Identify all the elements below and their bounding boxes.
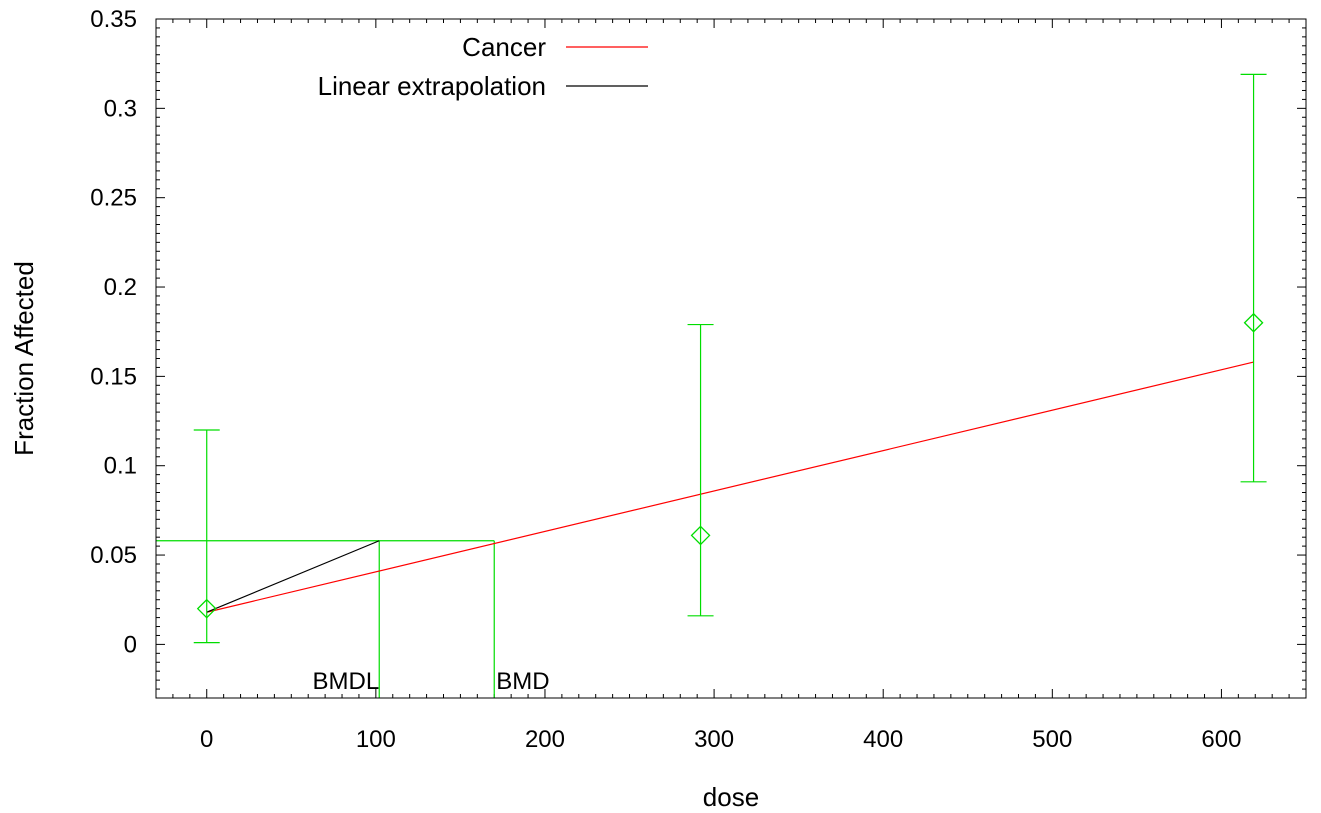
tick-labels: 0 100 200 300 400 500 600 0 0.05 0.1 0.15 0.2 0.25 0.…: [90, 6, 1241, 753]
legend-label: Linear extrapolation: [318, 71, 546, 101]
y-tick-label: 0.1: [104, 453, 137, 480]
legend-label: Cancer: [462, 32, 546, 62]
y-tick-label: 0.15: [90, 363, 137, 390]
x-tick-label: 200: [525, 726, 565, 753]
x-tick-label: 0: [200, 726, 213, 753]
data-point: [690, 525, 711, 546]
cancer-model-line: [206, 361, 1254, 613]
x-axis-title: dose: [703, 782, 759, 812]
y-tick-label: 0.2: [104, 274, 137, 301]
x-tick-label: 500: [1032, 726, 1072, 753]
y-tick-label: 0.05: [90, 542, 137, 569]
x-tick-label: 100: [356, 726, 396, 753]
bmdl-label: BMDL: [313, 668, 380, 695]
y-tick-label: 0.35: [90, 6, 137, 33]
annotations: BMDL BMD: [313, 668, 550, 695]
ticks: [155, 18, 1307, 699]
series: [206, 361, 1254, 613]
bmd-label: BMD: [496, 668, 549, 695]
y-tick-label: 0: [124, 631, 137, 658]
y-axis-title: Fraction Affected: [9, 261, 39, 456]
observations: [193, 73, 1267, 644]
x-tick-label: 300: [694, 726, 734, 753]
y-tick-label: 0.3: [104, 95, 137, 122]
plot-frame: [155, 18, 1307, 699]
y-tick-label: 0.25: [90, 185, 137, 212]
linear-extrapolation-line: [206, 540, 380, 613]
x-tick-label: 400: [863, 726, 903, 753]
x-tick-label: 600: [1201, 726, 1241, 753]
data-point: [1243, 312, 1264, 333]
reference-lines: [156, 540, 495, 698]
data-point: [196, 598, 217, 619]
legend: Cancer Linear extrapolation: [318, 32, 648, 101]
